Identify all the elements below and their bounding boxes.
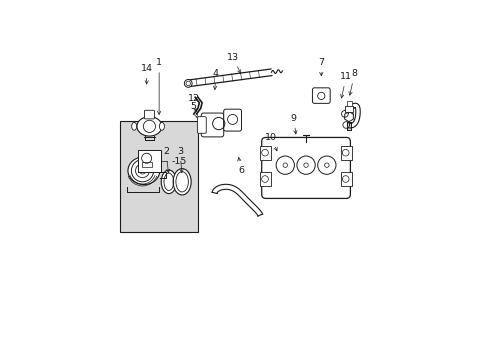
Ellipse shape bbox=[173, 168, 191, 195]
Bar bbox=[346, 101, 351, 105]
Text: 11: 11 bbox=[340, 72, 351, 98]
Text: 8: 8 bbox=[348, 69, 357, 95]
Text: 5: 5 bbox=[190, 103, 197, 117]
Circle shape bbox=[341, 111, 347, 117]
Bar bbox=[138, 150, 160, 172]
Bar bbox=[120, 121, 198, 232]
FancyBboxPatch shape bbox=[261, 138, 350, 198]
FancyBboxPatch shape bbox=[144, 110, 154, 119]
Text: 6: 6 bbox=[237, 158, 244, 175]
Text: 7: 7 bbox=[318, 58, 324, 76]
Ellipse shape bbox=[137, 117, 162, 136]
FancyBboxPatch shape bbox=[224, 109, 241, 131]
Circle shape bbox=[342, 122, 349, 128]
Text: 14: 14 bbox=[141, 64, 152, 84]
Bar bbox=[340, 146, 351, 159]
Bar bbox=[260, 146, 271, 159]
Text: 12: 12 bbox=[187, 94, 200, 112]
Text: 13: 13 bbox=[226, 53, 240, 73]
Ellipse shape bbox=[159, 122, 164, 130]
Text: 4: 4 bbox=[213, 69, 219, 90]
Circle shape bbox=[184, 80, 192, 87]
Ellipse shape bbox=[128, 157, 160, 185]
Bar bbox=[142, 162, 151, 167]
Text: 10: 10 bbox=[265, 133, 277, 151]
Bar bbox=[345, 105, 352, 112]
Bar bbox=[340, 172, 351, 186]
Text: -15: -15 bbox=[171, 157, 186, 166]
Ellipse shape bbox=[161, 170, 176, 194]
FancyBboxPatch shape bbox=[197, 117, 206, 133]
Text: 3: 3 bbox=[177, 147, 183, 173]
Text: 1: 1 bbox=[156, 58, 162, 114]
Bar bbox=[260, 172, 271, 186]
Text: 9: 9 bbox=[290, 113, 296, 134]
FancyBboxPatch shape bbox=[312, 88, 329, 103]
Text: 2: 2 bbox=[163, 147, 169, 173]
Ellipse shape bbox=[131, 122, 137, 130]
FancyBboxPatch shape bbox=[201, 113, 224, 137]
